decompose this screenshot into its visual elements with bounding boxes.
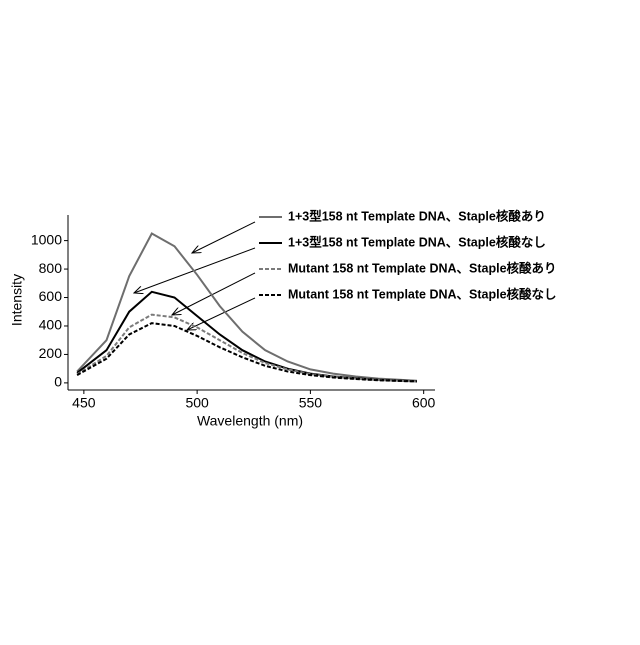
legend-label: 1+3型158 nt Template DNA、Staple核酸なし xyxy=(288,234,546,249)
series-line xyxy=(77,315,417,382)
x-tick-label: 600 xyxy=(412,395,436,411)
chart: Intensity Wavelength (nm) 0 200 400 600 800 1… xyxy=(0,0,640,640)
y-tick-label: 200 xyxy=(39,345,63,361)
y-tick-label: 0 xyxy=(54,374,62,390)
y-tick-label: 1000 xyxy=(31,231,62,247)
y-tick-label: 800 xyxy=(39,260,63,276)
arrow xyxy=(172,273,255,315)
y-tick-label: 600 xyxy=(39,288,63,304)
x-tick-label: 450 xyxy=(72,395,96,411)
x-tick-label: 550 xyxy=(299,395,323,411)
x-axis-label: Wavelength (nm) xyxy=(197,413,303,429)
legend-label: Mutant 158 nt Template DNA、Staple核酸あり xyxy=(288,260,557,275)
y-tick-label: 400 xyxy=(39,317,63,333)
arrow xyxy=(192,222,255,253)
x-tick-label: 500 xyxy=(185,395,209,411)
legend-label: 1+3型158 nt Template DNA、Staple核酸あり xyxy=(288,208,546,223)
y-axis-label: Intensity xyxy=(9,274,25,326)
legend-label: Mutant 158 nt Template DNA、Staple核酸なし xyxy=(288,286,557,301)
